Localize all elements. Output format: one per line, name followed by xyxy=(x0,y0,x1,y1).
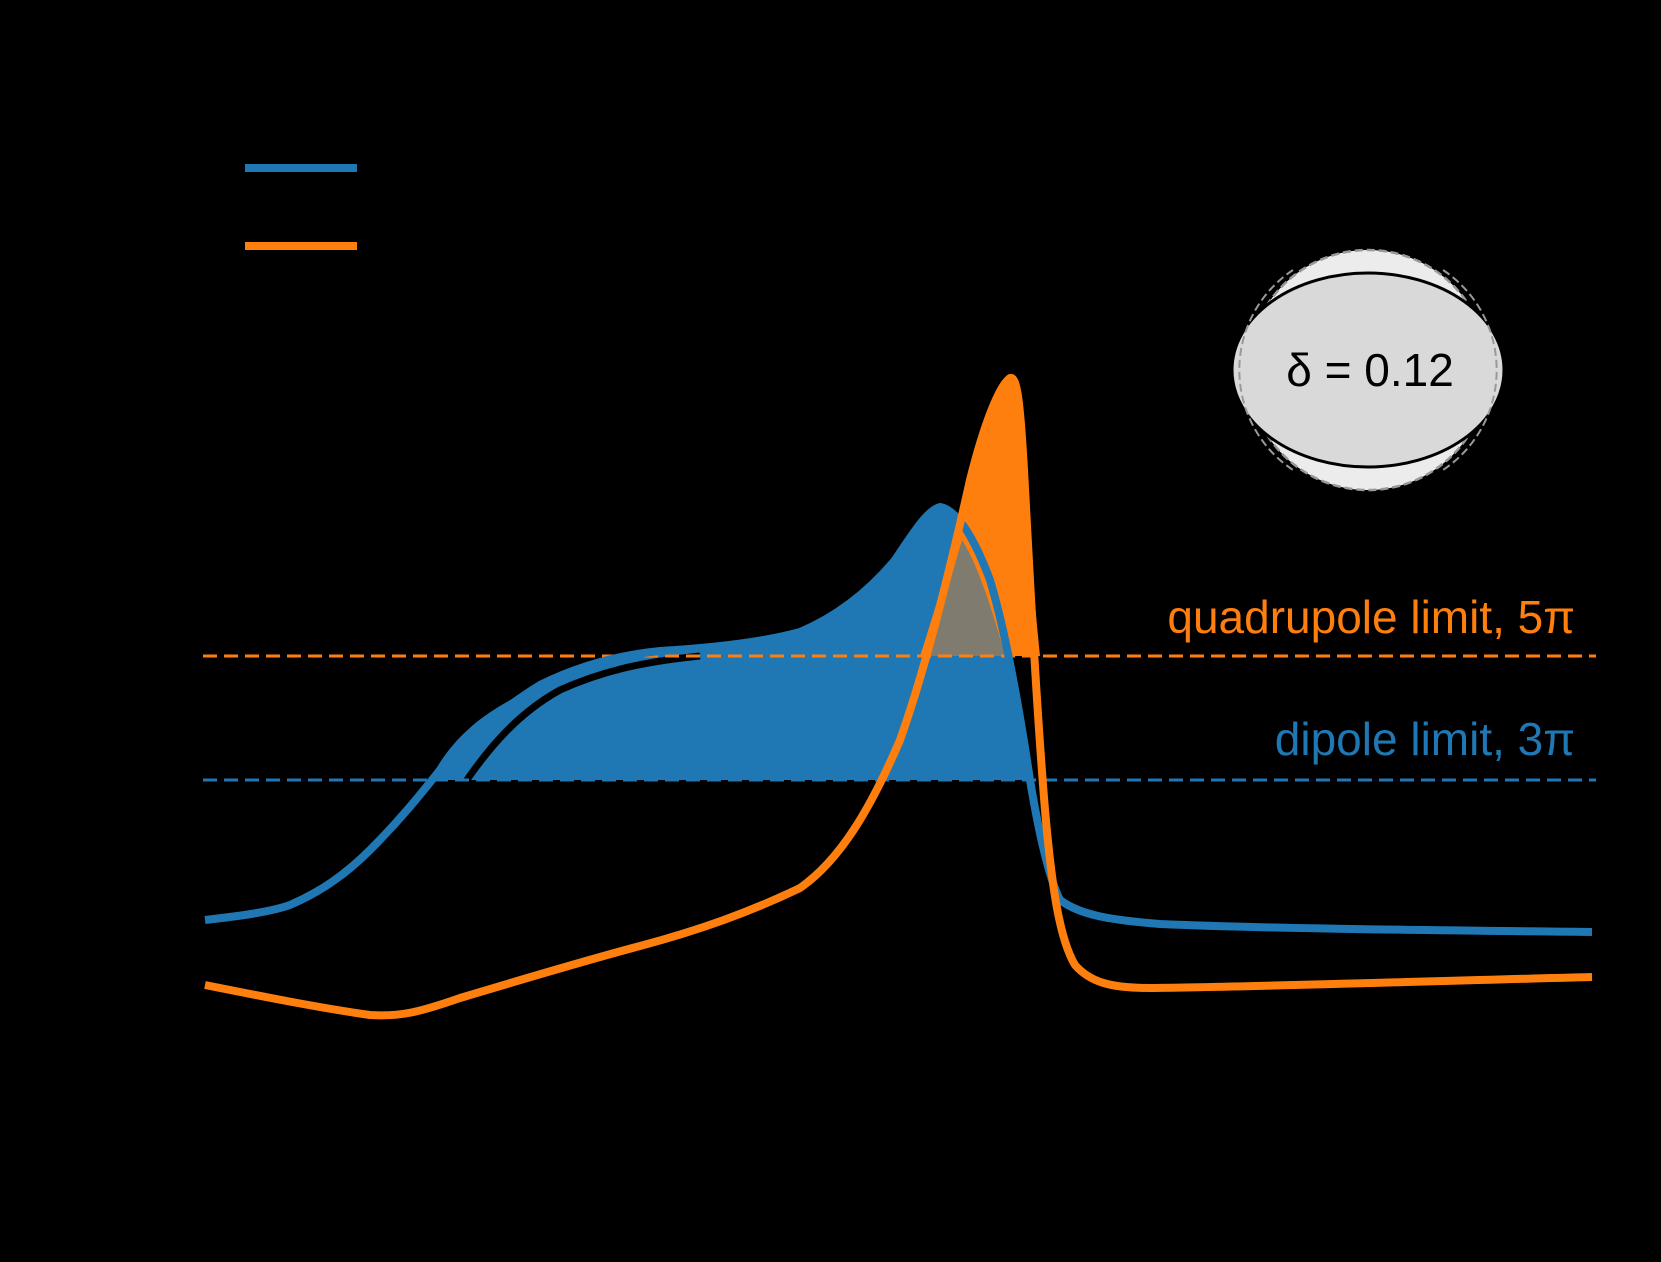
blue-fill-above-dipole xyxy=(430,507,1033,780)
dipole-limit-label: dipole limit, 3π xyxy=(1275,713,1575,765)
delta-label: δ = 0.12 xyxy=(1286,344,1454,396)
quadrupole-limit-label: quadrupole limit, 5π xyxy=(1167,591,1575,643)
overlap-fill xyxy=(930,540,1005,656)
deformed-ellipse xyxy=(1230,271,1506,469)
orange-series-line xyxy=(204,374,1593,1020)
deformation-inset: δ = 0.12 xyxy=(1230,248,1506,492)
black-reference-curve xyxy=(457,652,701,792)
blue-series-line xyxy=(204,503,1593,936)
legend xyxy=(245,164,357,250)
